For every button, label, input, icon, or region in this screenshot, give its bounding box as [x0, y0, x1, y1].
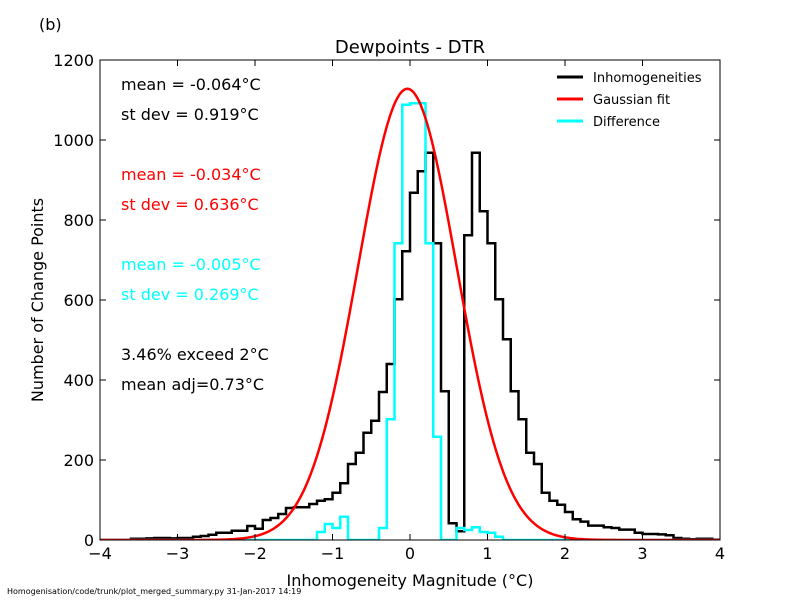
stat-annotation: mean = -0.064°C [121, 75, 261, 94]
legend-label: Inhomogeneities [593, 71, 702, 86]
x-tick-label: −1 [321, 544, 345, 563]
y-tick-label: 400 [63, 371, 94, 390]
x-tick-label: 2 [560, 544, 570, 563]
series-gaussian-fit [100, 89, 720, 540]
x-axis-label: Inhomogeneity Magnitude (°C) [287, 571, 534, 590]
y-tick-label: 0 [84, 531, 94, 550]
stat-annotation: st dev = 0.269°C [121, 285, 259, 304]
x-tick-label: −3 [166, 544, 190, 563]
footer-text: Homogenisation/code/trunk/plot_merged_su… [7, 587, 301, 596]
y-tick-label: 600 [63, 291, 94, 310]
chart-title: Dewpoints - DTR [335, 37, 485, 58]
y-tick-label: 1200 [53, 51, 94, 70]
y-tick-label: 1000 [53, 131, 94, 150]
x-tick-label: 1 [482, 544, 492, 563]
stat-annotation: 3.46% exceed 2°C [121, 345, 269, 364]
x-tick-label: 0 [405, 544, 415, 563]
stat-annotation: st dev = 0.919°C [121, 105, 259, 124]
plot-series-group [100, 89, 720, 540]
x-tick-label: −2 [243, 544, 267, 563]
panel-label: (b) [39, 15, 62, 34]
histogram-chart: (b) Dewpoints - DTR −4 −3 −2 −1 0 1 2 3 40200400… [0, 0, 800, 600]
legend-label: Gaussian fit [593, 93, 670, 108]
stat-annotation: mean = -0.034°C [121, 165, 261, 184]
stat-annotation: st dev = 0.636°C [121, 195, 259, 214]
y-tick-label: 200 [63, 451, 94, 470]
stat-annotation: mean adj=0.73°C [121, 375, 264, 394]
y-tick-label: 800 [63, 211, 94, 230]
y-axis-label: Number of Change Points [28, 198, 47, 402]
legend-label: Difference [593, 115, 660, 130]
stat-annotation: mean = -0.005°C [121, 255, 261, 274]
x-tick-label: 3 [637, 544, 647, 563]
x-tick-label: 4 [715, 544, 725, 563]
